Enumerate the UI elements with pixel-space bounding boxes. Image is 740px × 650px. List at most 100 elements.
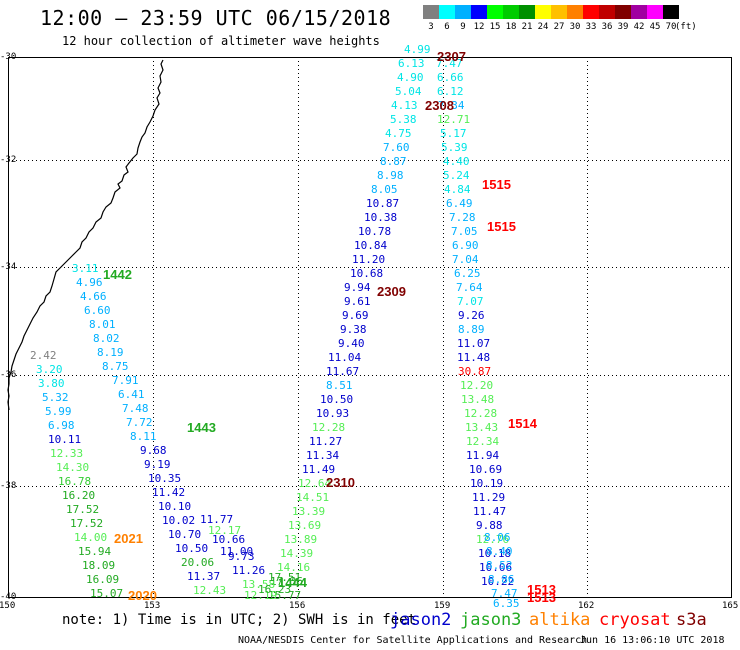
- wave-height-value: 7.48: [122, 402, 149, 415]
- lon-tick-label: 159: [434, 601, 451, 611]
- wave-height-value: 6.98: [48, 419, 75, 432]
- wave-height-value: 10.38: [364, 211, 398, 224]
- wave-height-value: 7.47: [436, 57, 463, 70]
- wave-height-value: 4.40: [443, 155, 470, 168]
- pass-time-label: 1513: [527, 590, 556, 605]
- colorbar-label: 6: [444, 22, 450, 32]
- pass-time-label: 1442: [103, 267, 132, 282]
- colorbar-unit: (ft): [675, 22, 697, 32]
- pass-time-label: 1514: [508, 416, 537, 431]
- wave-height-value: 13.69: [288, 519, 322, 532]
- wave-height-value: 11.27: [309, 435, 343, 448]
- wave-height-value: 9.88: [476, 519, 503, 532]
- wave-height-value: 11.20: [352, 253, 386, 266]
- pass-time-label: 2020: [128, 588, 157, 603]
- wave-height-value: 13.43: [465, 421, 499, 434]
- wave-height-value: 10.06: [479, 561, 513, 574]
- wave-height-value: 17.51: [268, 571, 302, 584]
- coastline-australia: [7, 59, 164, 411]
- colorbar-swatch: [487, 5, 503, 19]
- pass-time-label: 2308: [425, 98, 454, 113]
- wave-height-value: 15.07: [90, 587, 124, 600]
- wave-height-value: 3.80: [38, 377, 65, 390]
- wave-height-value: 8.01: [89, 318, 116, 331]
- colorbar-label: 39: [617, 22, 629, 32]
- wave-height-value: 11.47: [473, 505, 507, 518]
- wave-height-value: 9.73: [228, 550, 255, 563]
- legend-jason2: jason2: [390, 610, 452, 630]
- lon-tick-label: 153: [144, 601, 161, 611]
- lat-tick-label: -30: [0, 52, 17, 62]
- wave-height-value: 8.19: [97, 346, 124, 359]
- wave-height-value: 12.76: [476, 533, 510, 546]
- wave-height-value: 9.94: [344, 281, 371, 294]
- wave-height-value: 6.90: [452, 239, 479, 252]
- colorbar-label: 3: [428, 22, 434, 32]
- legend-jason3: jason3: [460, 610, 522, 630]
- wave-height-value: 10.35: [148, 472, 182, 485]
- wave-height-value: 12.64: [298, 477, 332, 490]
- pass-time-label: 2309: [377, 284, 406, 299]
- wave-height-value: 6.25: [454, 267, 481, 280]
- wave-height-value: 10.50: [175, 542, 209, 555]
- wave-height-value: 14.00: [74, 531, 108, 544]
- wave-height-value: 6.49: [446, 197, 473, 210]
- pass-time-label: 1515: [482, 177, 511, 192]
- wave-height-value: 4.75: [385, 127, 412, 140]
- pass-time-label: 1443: [187, 420, 216, 435]
- colorbar-label: 30: [569, 22, 581, 32]
- wave-height-value: 9.40: [338, 337, 365, 350]
- lat-tick-label: -34: [0, 262, 17, 272]
- wave-height-value: 16.09: [86, 573, 120, 586]
- lon-tick-label: 165: [722, 601, 739, 611]
- wave-height-value: 15.77: [268, 589, 302, 602]
- wave-height-value: 12.28: [312, 421, 346, 434]
- wave-height-value: 10.70: [168, 528, 202, 541]
- wave-height-value: 8.40: [486, 545, 513, 558]
- wave-height-value: 3.20: [36, 363, 63, 376]
- wave-height-value: 10.78: [358, 225, 392, 238]
- wave-height-value: 5.17: [440, 127, 467, 140]
- wave-height-value: 10.02: [162, 514, 196, 527]
- wave-height-value: 4.13: [391, 99, 418, 112]
- wave-height-value: 10.66: [212, 533, 246, 546]
- wave-height-value: 5.38: [390, 113, 417, 126]
- wave-height-value: 7.28: [449, 211, 476, 224]
- wave-height-value: 10.84: [354, 239, 388, 252]
- wave-height-value: 9.61: [344, 295, 371, 308]
- pass-time-label: 2310: [326, 475, 355, 490]
- pass-time-label: 1444: [278, 575, 307, 590]
- colorbar-swatch: [615, 5, 631, 19]
- wave-height-value: 3.11: [72, 262, 99, 275]
- wave-height-value: 5.32: [42, 391, 69, 404]
- colorbar-swatch: [647, 5, 663, 19]
- footer-credit: NOAA/NESDIS Center for Satellite Applica…: [238, 635, 588, 646]
- colorbar-label: 36: [601, 22, 613, 32]
- colorbar-label: 27: [553, 22, 565, 32]
- colorbar-label: 12: [473, 22, 485, 32]
- wave-height-value: 17.52: [66, 503, 100, 516]
- lat-tick-label: -36: [0, 370, 17, 380]
- colorbar-swatch: [455, 5, 471, 19]
- lon-tick-label: 156: [289, 601, 306, 611]
- wave-height-value: 11.77: [200, 513, 234, 526]
- wave-height-value: 7.07: [457, 295, 484, 308]
- wave-height-value: 8.75: [102, 360, 129, 373]
- wave-height-value: 11.00: [220, 545, 254, 558]
- wave-height-value: 11.48: [457, 351, 491, 364]
- wave-height-value: 17.52: [70, 517, 104, 530]
- wave-height-value: 4.96: [76, 276, 103, 289]
- wave-height-value: 8.05: [371, 183, 398, 196]
- wave-height-value: 13.58: [242, 578, 276, 591]
- wave-height-value: 10.11: [48, 433, 82, 446]
- wave-height-value: 9.26: [458, 309, 485, 322]
- wave-height-value: 12.71: [437, 113, 471, 126]
- colorbar-swatch: [599, 5, 615, 19]
- colorbar-label: 70: [665, 22, 677, 32]
- wave-height-value: 8.98: [377, 169, 404, 182]
- wave-height-value: 8.11: [130, 430, 157, 443]
- wave-height-value: 11.67: [326, 365, 360, 378]
- wave-height-value: 4.66: [80, 290, 107, 303]
- wave-height-value: 12.20: [460, 379, 494, 392]
- wave-height-value: 8.86: [488, 573, 515, 586]
